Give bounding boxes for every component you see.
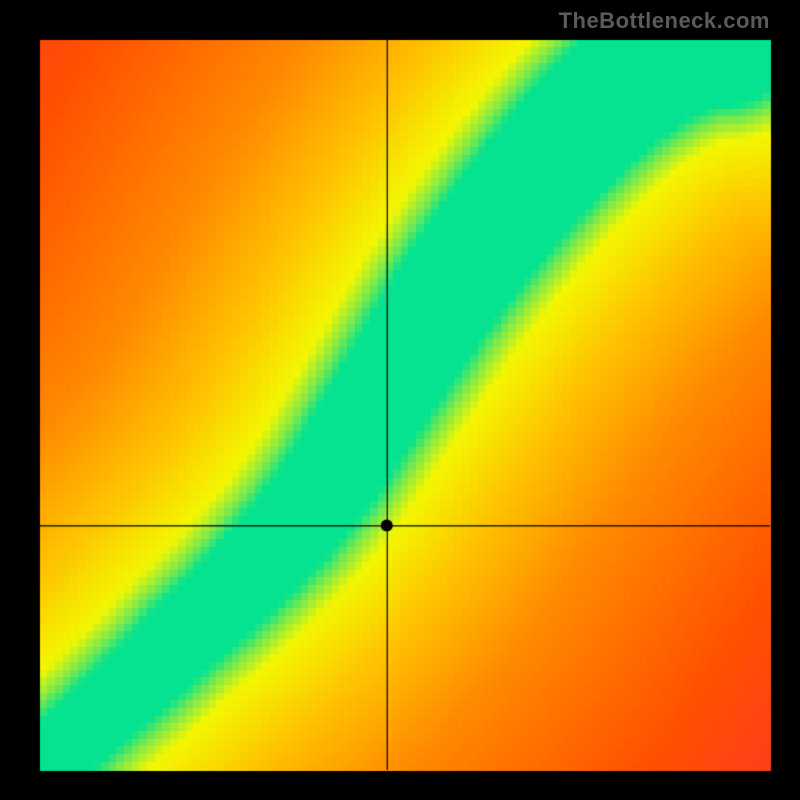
root-container: TheBottleneck.com (0, 0, 800, 800)
bottleneck-heatmap (0, 0, 800, 800)
watermark-text: TheBottleneck.com (559, 8, 770, 34)
